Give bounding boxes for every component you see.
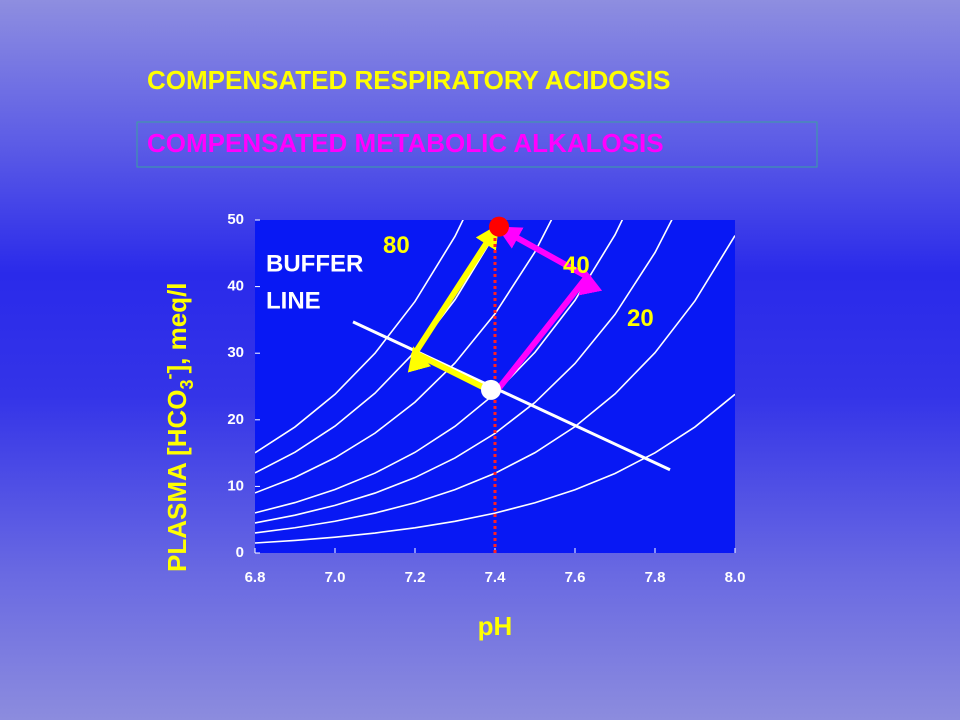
buffer-line [352,320,671,472]
plot-clip [255,220,735,544]
y-tick-label: 20 [227,411,244,428]
buffer-label: BUFFER [266,250,363,277]
y-axis-label: PLASMA [HCO3-], meq/l [159,282,197,572]
point [489,216,509,237]
y-label-sup: - [159,374,179,380]
x-tick-label: 7.0 [325,569,346,586]
x-axis-label: pH [478,611,513,641]
arrow [492,226,603,396]
y-label-text: ], meq/l [162,282,192,373]
x-tick-label: 7.6 [565,569,586,586]
isopleth [255,393,735,544]
chart-subtitle: COMPENSATED METABOLIC ALKALOSIS [147,128,664,158]
y-label-sub: 3 [177,380,197,390]
x-tick-label: 8.0 [725,569,746,586]
y-tick-label: 30 [227,344,244,361]
y-tick-label: 0 [236,544,244,561]
buffer-label: LINE [266,287,321,314]
y-tick-label: 10 [227,477,244,494]
y-label-text: PLASMA [HCO [162,390,192,572]
subtitle-box [136,121,818,168]
curve-label: 80 [383,232,410,259]
x-tick-label: 7.4 [485,569,507,586]
x-tick-label: 7.8 [645,569,666,586]
x-tick-label: 6.8 [245,569,266,586]
curve-label: 40 [563,252,590,279]
arrow [407,223,499,396]
isopleth [255,220,673,524]
curve-label: 20 [627,305,654,332]
y-tick-label: 40 [227,278,244,295]
x-tick-label: 7.2 [405,569,426,586]
chart-title: COMPENSATED RESPIRATORY ACIDOSIS [147,65,670,95]
point [481,379,501,400]
y-tick-label: 50 [227,211,244,228]
